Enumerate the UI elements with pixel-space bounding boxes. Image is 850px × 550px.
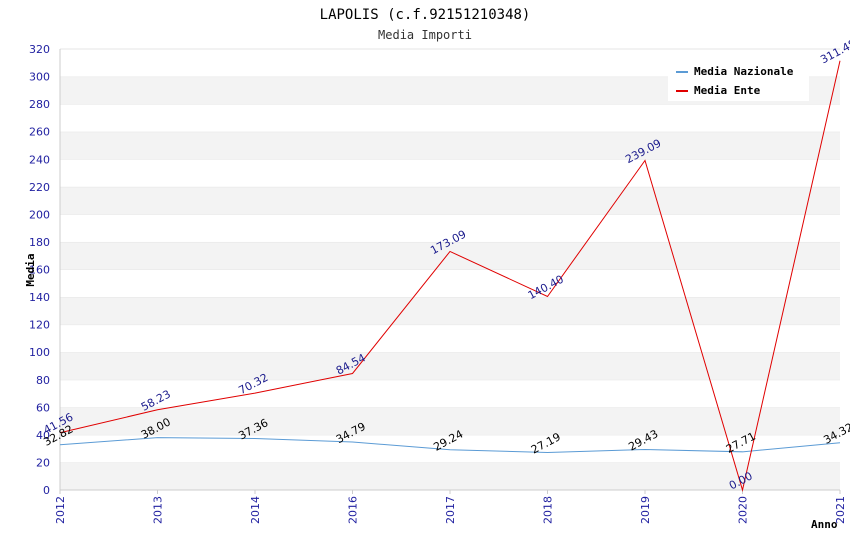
x-tick-label: 2014 [249,496,262,524]
y-tick-label: 60 [36,401,50,414]
y-tick-label: 280 [29,98,50,111]
series-line-media-ente [59,60,841,492]
grid-band [60,379,840,408]
x-tick-label: 2020 [737,496,750,524]
grid-band [60,186,840,215]
y-tick-label: 180 [29,236,50,249]
x-tick-label: 2017 [444,496,457,524]
y-tick-label: 20 [36,456,50,469]
chart-subtitle: Media Importi [378,28,472,42]
grid-band [60,407,840,435]
x-tick-label: 2018 [542,496,555,524]
grid-band [60,297,840,325]
grid-band [60,462,840,490]
grid-band [60,214,840,242]
y-axis-label: Media [24,253,37,286]
x-tick-label: 2012 [54,496,67,524]
legend: Media Nazionale Media Ente [668,59,809,101]
y-tick-label: 100 [29,346,50,359]
x-axis-ticks: 2012 2013 2014 2016 2017 2018 2019 2020 2021 [54,490,847,524]
chart-title: LAPOLIS (c.f.92151210348) [320,7,531,23]
legend-label-media-ente: Media Ente [694,84,761,97]
y-tick-label: 220 [29,181,50,194]
y-tick-label: 0 [43,484,50,497]
series-group [59,60,841,492]
y-tick-label: 200 [29,208,50,221]
y-tick-label: 160 [29,264,50,277]
x-tick-label: 2019 [639,496,652,524]
grid-band [60,269,840,298]
y-tick-label: 260 [29,126,50,139]
y-tick-label: 120 [29,319,50,332]
grid-band [60,241,840,270]
grid-band [60,352,840,380]
y-tick-label: 320 [29,43,50,56]
y-tick-label: 300 [29,71,50,84]
x-tick-label: 2016 [347,496,360,524]
y-tick-label: 140 [29,291,50,304]
series-line-media-nazionale [59,437,841,454]
y-tick-label: 40 [36,429,50,442]
y-axis-ticks: 0 20 40 60 80 100 120 140 160 180 200 220 240 260 280 3… [29,43,50,497]
x-tick-label: 2013 [152,496,165,524]
x-axis-label: Anno [811,518,838,531]
y-tick-label: 240 [29,153,50,166]
y-tick-label: 80 [36,374,50,387]
grid-bands [60,48,840,490]
grid-band [60,131,840,160]
grid-band [60,434,840,463]
legend-background [668,59,809,101]
grid-band [60,159,840,187]
x-tick-label: 2021 [834,496,847,524]
grid-band [60,324,840,353]
grid-band [60,104,840,132]
legend-label-media-nazionale: Media Nazionale [694,65,794,78]
